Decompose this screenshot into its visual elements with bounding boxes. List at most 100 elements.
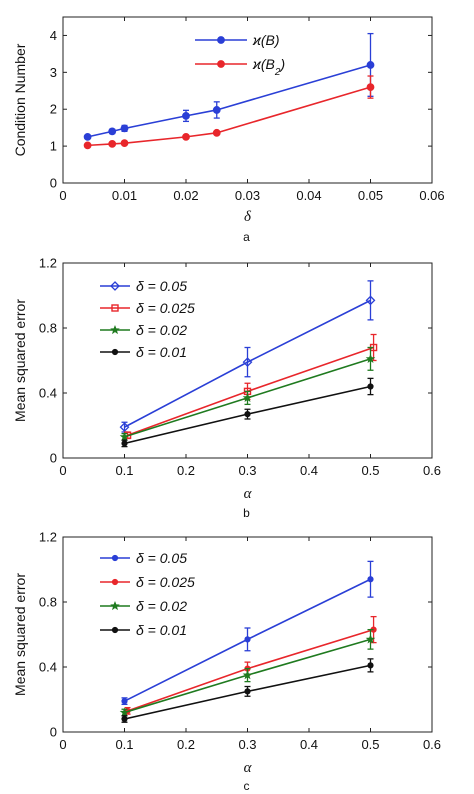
legend-marker [111,348,119,356]
data-point [244,411,251,418]
data-point [83,132,92,141]
legend-label: δ = 0.025 [136,300,195,316]
panel-label: b [243,506,250,520]
data-point [119,431,130,441]
legend-marker [111,578,119,586]
series-0 [119,280,376,433]
data-point [365,634,376,644]
x-tick-label: 0.5 [361,463,379,478]
x-tick-label: 0.3 [238,463,256,478]
series-line [87,86,371,147]
legend-label: δ = 0.05 [136,278,187,294]
legend-marker [111,554,119,562]
legend-label: δ = 0.05 [136,550,187,566]
y-tick-label: 3 [50,65,57,80]
series-2 [119,346,376,441]
series-2 [119,628,376,717]
legend: δ = 0.05 δ = 0.025 δ = 0.02 δ = 0.01 [100,278,195,360]
y-tick-label: 0 [50,451,57,466]
legend-marker [217,36,225,44]
x-tick-label: 0.02 [173,188,198,203]
data-point [367,662,374,669]
x-tick-label: 0.2 [177,737,195,752]
x-tick-label: 0.4 [300,737,318,752]
data-point [212,128,221,137]
legend-label: δ = 0.02 [136,598,187,614]
y-axis-label: Mean squared error [12,573,28,696]
data-point [367,576,374,583]
series-0 [121,560,374,706]
x-tick-label: 0 [59,737,66,752]
data-point [366,61,375,69]
y-tick-label: 0.4 [39,660,57,675]
data-point [244,688,251,695]
data-point [120,139,129,148]
data-point [119,422,130,433]
legend: δ = 0.05 δ = 0.025 δ = 0.02 δ = 0.01 [100,550,195,638]
chart-panel-b: 0 0.1 0.2 0.3 0.4 0.5 0.6 0 0.4 0.8 1.2 α Mean squar… [12,256,441,521]
series-3 [121,377,374,448]
y-tick-label: 0.4 [39,386,57,401]
x-tick-label: 0.01 [112,188,137,203]
legend-marker [110,281,120,291]
data-point [367,383,374,390]
data-point [108,139,117,148]
data-point [121,715,128,723]
data-point [212,106,221,114]
x-tick-label: 0.5 [361,737,379,752]
legend-label: δ = 0.01 [136,344,187,360]
plot-area-frame [62,16,433,184]
legend: ϰ(B) ϰ(B2) [195,32,285,78]
data-point [242,392,253,402]
data-point [121,698,128,705]
x-tick-label: 0.2 [177,463,195,478]
x-tick-label: 0.1 [115,737,133,752]
y-tick-label: 1.2 [39,530,57,545]
data-point [242,357,253,368]
y-tick-label: 0.8 [39,595,57,610]
y-tick-label: 4 [50,28,57,43]
chart-panel-c: 0 0.1 0.2 0.3 0.4 0.5 0.6 0 0.4 0.8 1.2 α Mean squar… [12,530,441,794]
legend-marker [111,626,119,634]
x-tick-label: 0.4 [300,463,318,478]
x-tick-label: 0.04 [296,188,321,203]
data-point [108,127,117,136]
data-point [121,440,128,447]
x-axis-label: α [244,760,253,776]
x-axis-label: δ [244,209,252,225]
y-tick-label: 0.8 [39,321,57,336]
data-point [365,353,376,363]
data-point [182,111,190,120]
x-tick-label: 0 [59,188,66,203]
data-point [83,141,92,150]
legend-marker [110,600,120,611]
x-tick-label: 0.1 [115,463,133,478]
panel-label: c [244,779,250,793]
y-tick-label: 1 [50,139,57,154]
legend-label: δ = 0.025 [136,574,195,590]
y-tick-label: 0 [50,176,57,191]
x-axis-label: α [244,486,253,502]
x-tick-label: 0.06 [419,188,444,203]
y-tick-label: 0 [50,725,57,740]
x-tick-label: 0.6 [423,737,441,752]
legend-marker [110,324,120,335]
y-axis-label: Mean squared error [12,299,28,422]
x-tick-label: 0.6 [423,463,441,478]
x-tick-label: 0.3 [238,737,256,752]
y-axis-label: Condition Number [12,43,28,156]
data-point [119,707,130,717]
legend-marker [217,60,225,68]
legend-label: δ = 0.02 [136,322,187,338]
x-tick-label: 0.03 [235,188,260,203]
data-point [242,670,253,680]
legend-label: ϰ(B2) [252,56,285,78]
x-tick-label: 0 [59,463,66,478]
y-tick-label: 1.2 [39,256,57,271]
data-point [365,295,376,306]
legend-label: δ = 0.01 [136,622,187,638]
data-point [244,636,251,643]
legend-marker [111,304,119,312]
